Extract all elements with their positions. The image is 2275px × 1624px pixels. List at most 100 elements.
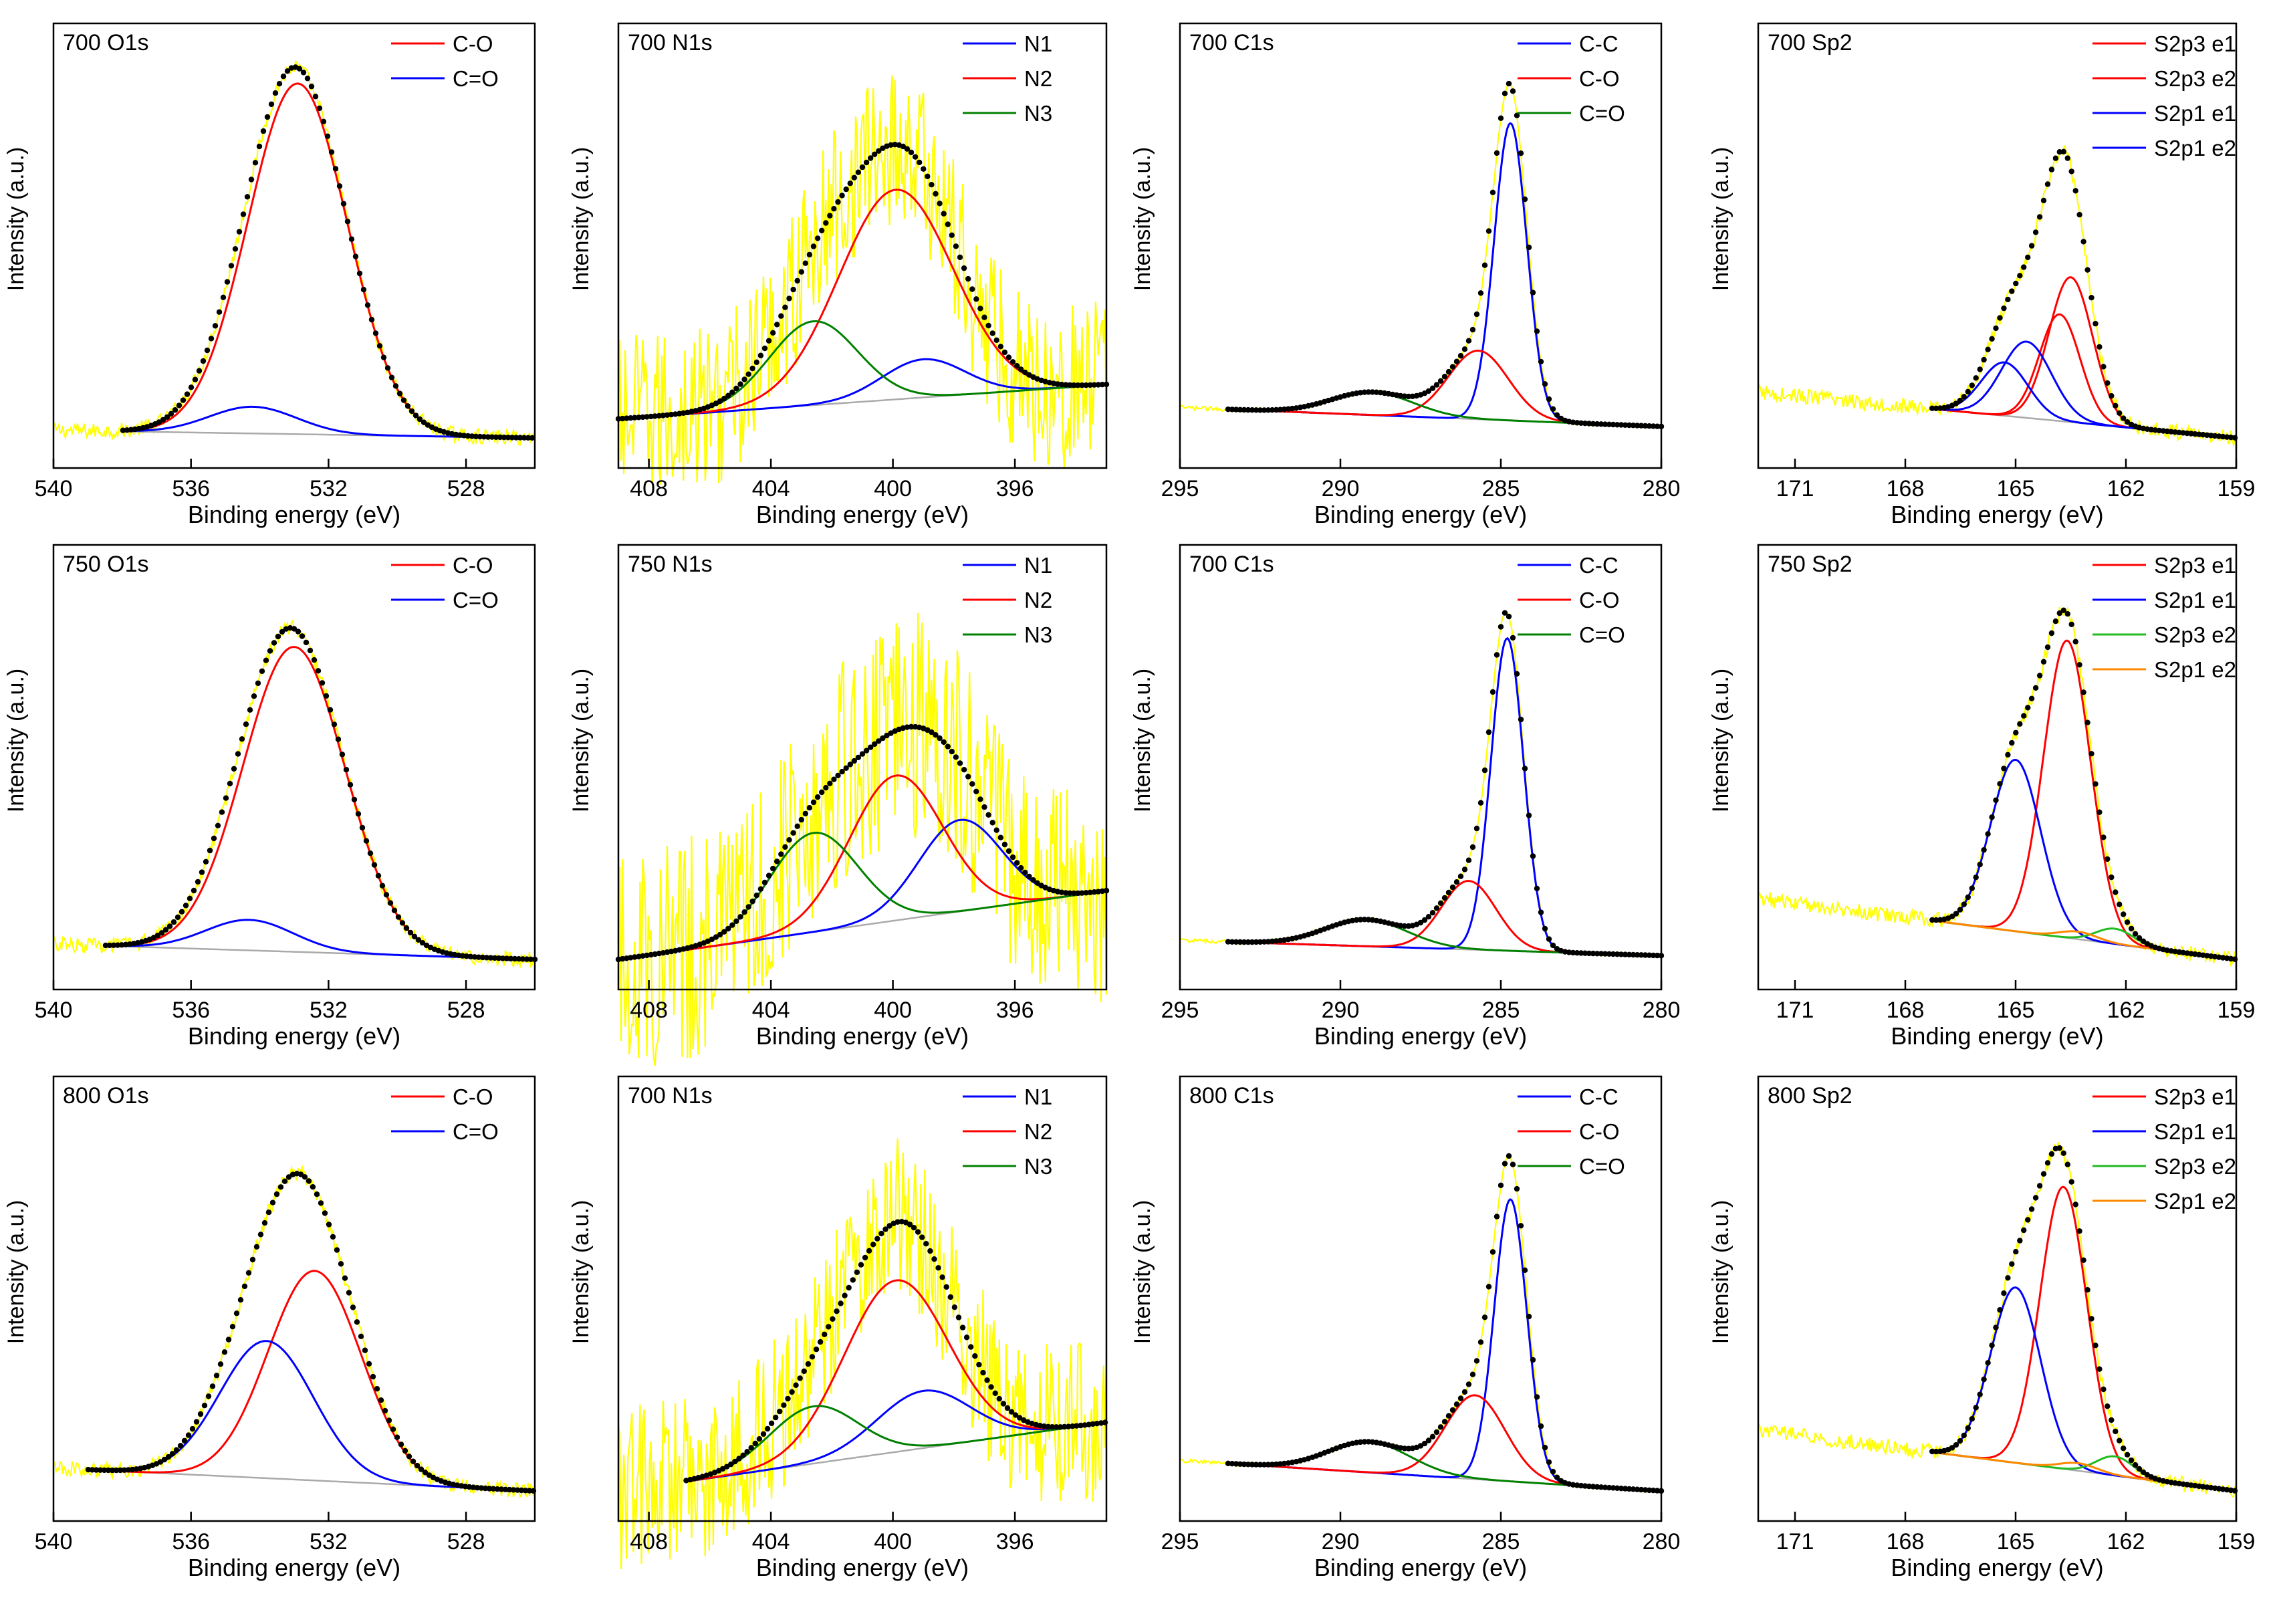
x-tick-label: 540 [35,1529,73,1554]
envelope-point [399,920,406,926]
envelope-point [959,1324,966,1330]
plot-frame [52,544,536,991]
envelope-point [209,1383,216,1389]
chart-panel: 540 536 532 528 Binding energy (eV) Intensity… [3,1075,537,1581]
envelope-point [774,858,780,864]
envelope-point [101,1467,108,1474]
envelope-point [1977,366,1983,372]
envelope-point [1030,877,1036,883]
envelope-point [1225,939,1231,945]
envelope-point [2021,264,2027,270]
envelope-point [277,1184,284,1190]
x-tick-label: 159 [2218,476,2256,501]
envelope-point [366,1361,372,1367]
envelope-point [396,390,403,396]
envelope-point [1253,939,1260,945]
envelope-point [1461,866,1468,873]
envelope-point [2009,1261,2015,1267]
envelope-point [213,1373,220,1379]
raw-data-line [1179,611,1662,959]
envelope-point [1237,939,1243,945]
envelope-point [1933,917,1939,923]
envelope-point [1225,1460,1231,1466]
envelope-point [1630,951,1637,958]
envelope-point [1606,421,1612,427]
envelope-point [1014,363,1020,369]
envelope-point [1630,1486,1637,1492]
envelope-point [1067,382,1073,388]
envelope-point [1079,382,1085,388]
envelope-point [503,955,510,961]
envelope-point [1606,951,1612,957]
envelope-point [1546,1459,1552,1466]
envelope-point [648,413,654,420]
envelope-point [1018,366,1024,372]
envelope-point [644,414,650,420]
envelope-point [1465,857,1472,863]
envelope-point [158,930,165,936]
x-tick-label: 171 [1776,1529,1814,1554]
envelope-point [154,932,161,939]
envelope-point [408,408,415,415]
envelope-point [208,336,215,342]
envelope-point [280,74,287,80]
x-tick-label: 404 [752,476,790,501]
peak-s2p1-e1 [1932,759,2237,961]
envelope-point [331,721,338,727]
x-tick-label: 162 [2107,998,2145,1023]
envelope-point [945,743,951,749]
envelope-point [518,1487,525,1494]
envelope-point [2101,834,2107,840]
envelope-point [1441,895,1448,901]
envelope-point [1365,389,1372,395]
envelope-point [656,413,662,419]
envelope-point [673,411,679,417]
x-tick-label: 168 [1887,998,1925,1023]
plot-frame [1179,1075,1663,1522]
envelope-point [1602,1484,1608,1490]
envelope-point [664,412,671,418]
envelope-point [97,1467,104,1473]
envelope-point [378,1397,384,1403]
raw-data-line [1179,1154,1662,1494]
envelope-point [125,1467,132,1473]
envelope-point [1489,189,1496,195]
envelope-point [1233,939,1239,945]
envelope-point [404,403,411,409]
envelope-point [1061,1423,1068,1430]
x-tick-label: 165 [1997,476,2035,501]
envelope-point [733,385,739,392]
envelope-point [876,738,882,744]
envelope-point [243,721,249,727]
envelope-point [728,1461,734,1468]
envelope-point [761,345,768,352]
envelope-point [105,1467,112,1474]
envelope-point [2036,673,2043,679]
envelope-point [1457,1395,1464,1401]
envelope-point [256,143,263,150]
envelope-point [203,858,209,865]
envelope-point [778,313,784,319]
envelope-point [1277,407,1284,413]
x-tick-label: 408 [630,1529,668,1554]
peak-c-o [1227,350,1662,428]
legend-label: C-O [453,31,493,56]
legend-label: N1 [1024,31,1052,56]
envelope-point [827,213,833,219]
envelope-point [2097,344,2103,350]
envelope-point [717,398,723,404]
envelope-point [1229,1461,1235,1467]
envelope-point [2121,415,2127,421]
envelope-point [1008,1409,1015,1415]
envelope-point [1542,1444,1548,1451]
envelope-point [1026,873,1032,880]
envelope-point [790,286,796,293]
envelope-point [1265,407,1272,413]
envelope-point [334,1247,340,1253]
envelope-point [391,907,398,913]
envelope-point [1281,407,1288,413]
envelope-point [2117,901,2123,907]
envelope-point [1014,860,1020,866]
x-axis-label: Binding energy (eV) [188,1554,400,1581]
envelope-point [777,1408,783,1415]
